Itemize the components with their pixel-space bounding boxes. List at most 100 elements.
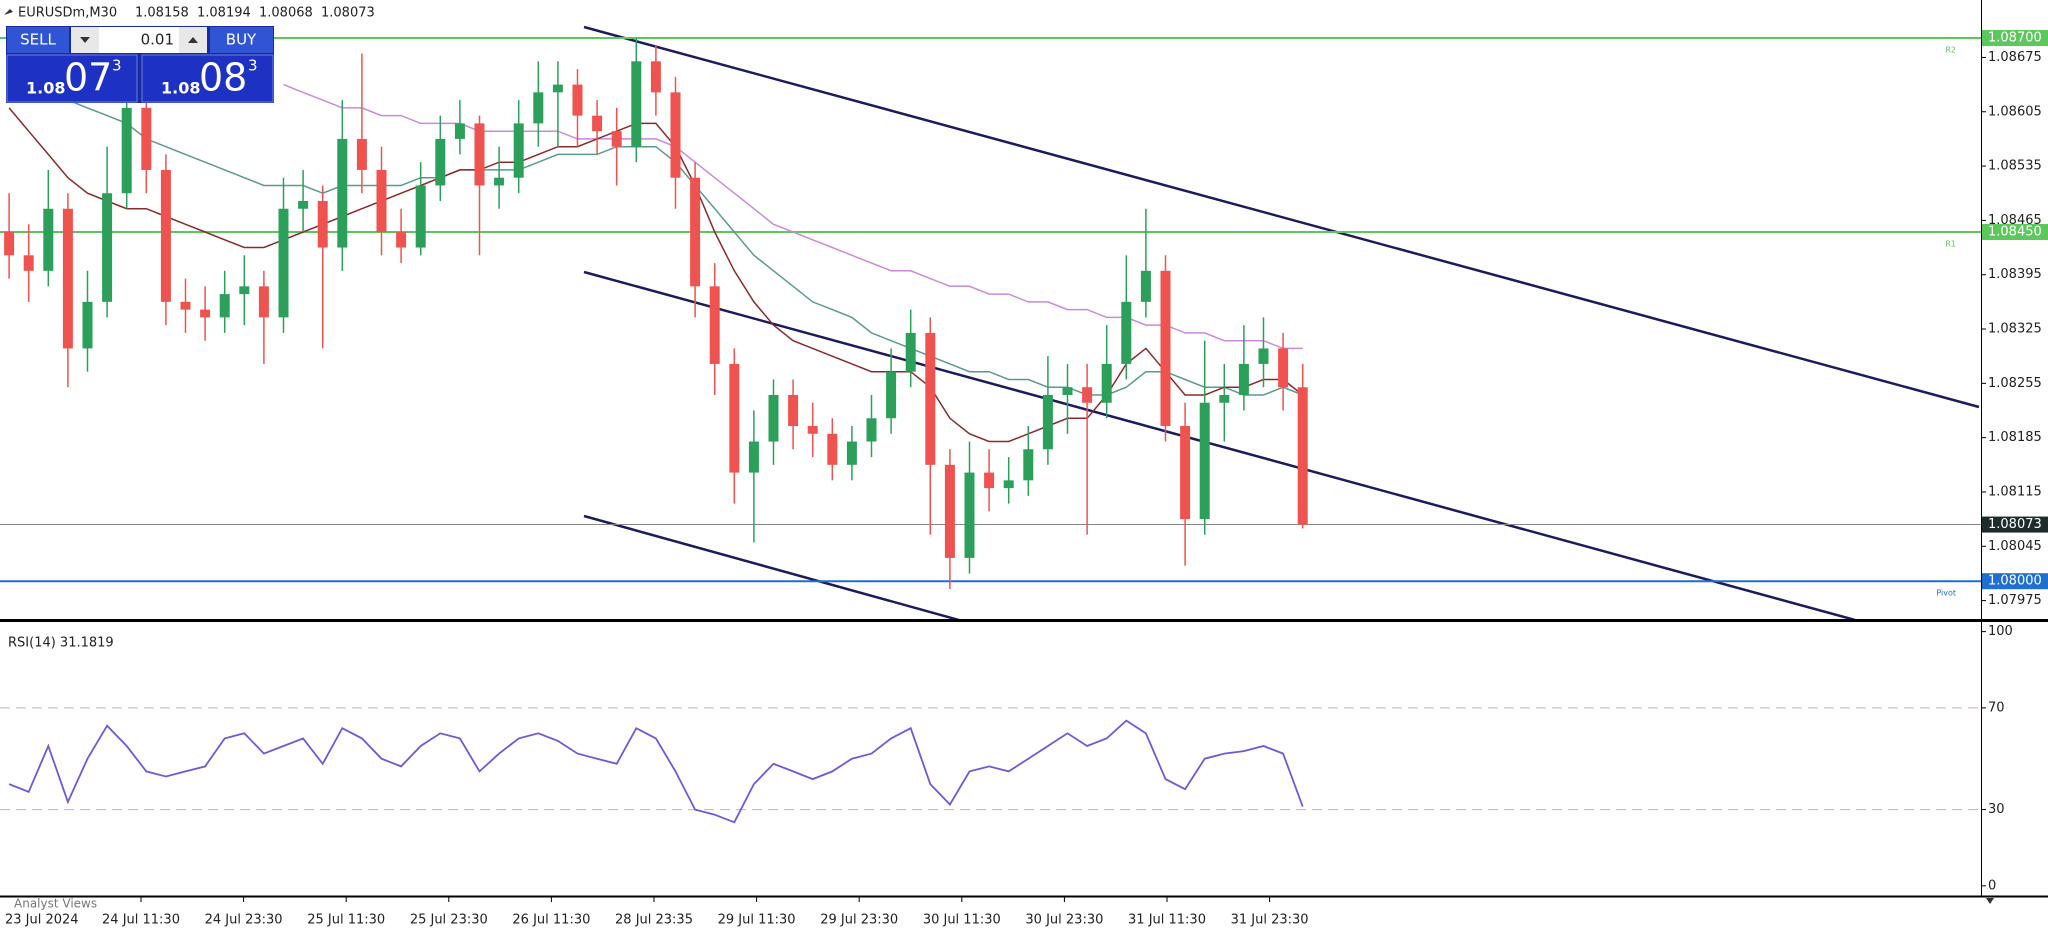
ask-big: 1.08 [161, 79, 200, 98]
rsi-tick-label: 100 [1988, 624, 2013, 639]
bid-point: 3 [112, 57, 122, 75]
buy-button[interactable] [210, 27, 273, 53]
level-tag: Pivot [1936, 589, 1956, 598]
candle-body [905, 332, 916, 372]
candle-body [1062, 387, 1073, 395]
y-tick-label: 1.08045 [1988, 539, 2042, 554]
time-label: 23 Jul 2024 [5, 913, 79, 928]
time-label: 29 Jul 23:30 [820, 913, 898, 928]
rsi-tick-label: 70 [1988, 700, 2005, 715]
candle-body [1297, 387, 1308, 525]
candle-body [886, 371, 897, 419]
current-price-label: 1.08073 [1988, 517, 2042, 532]
candle-body [376, 169, 387, 233]
candle-body [944, 464, 955, 558]
candle-body [298, 200, 309, 209]
y-tick-label: 1.08325 [1988, 322, 2042, 337]
candle-body [552, 84, 563, 93]
candle-body [141, 107, 152, 170]
candle-body [748, 441, 759, 473]
candle-body [846, 441, 857, 465]
ask-box[interactable] [141, 54, 274, 103]
lot-value: 0.01 [141, 31, 174, 49]
rsi-tick-label: 30 [1988, 802, 2005, 817]
candle-body [807, 426, 818, 434]
y-tick-label: 1.08605 [1988, 104, 2042, 119]
ask-point: 3 [248, 57, 258, 75]
candle-body [1258, 348, 1269, 364]
y-tick-label: 1.08675 [1988, 50, 2042, 65]
y-tick-label: 1.08255 [1988, 376, 2042, 391]
candle-body [592, 115, 603, 132]
lot-input[interactable] [99, 27, 179, 53]
candle-body [317, 200, 328, 248]
level-label-bg [1982, 224, 2048, 241]
candle-body [435, 138, 446, 186]
time-label: 24 Jul 11:30 [102, 913, 180, 928]
y-tick-label: 1.08115 [1988, 484, 2042, 499]
candle-body [768, 394, 779, 442]
level-label-bg [1982, 573, 2048, 590]
candle-body [1101, 363, 1112, 403]
candle-body [1121, 301, 1132, 364]
moving-average [283, 83, 1303, 350]
trend-line[interactable] [583, 25, 1980, 409]
candle-body [984, 472, 995, 489]
candle-body [788, 394, 799, 427]
trend-line[interactable] [583, 514, 966, 622]
candle-body [200, 309, 211, 318]
rsi-tick-label: 0 [1988, 878, 1996, 893]
level-tag: R2 [1945, 46, 1956, 55]
candle-body [670, 92, 681, 178]
candle-body [494, 177, 505, 186]
candle-body [102, 193, 113, 302]
level-label: 1.08450 [1988, 225, 2042, 240]
time-label: 31 Jul 11:30 [1128, 913, 1206, 928]
candle-body [513, 123, 524, 178]
buy-label: BUY [226, 31, 257, 49]
y-tick-label: 1.08185 [1988, 430, 2042, 445]
bid-box[interactable] [6, 54, 138, 103]
time-label: 31 Jul 23:30 [1231, 913, 1309, 928]
arrow-down [80, 37, 90, 43]
candle-body [1023, 449, 1034, 481]
time-label: 25 Jul 11:30 [307, 913, 385, 928]
candle-body [62, 208, 73, 349]
level-label-bg [1982, 30, 2048, 47]
sell-label: SELL [20, 31, 56, 49]
level-label: 1.08700 [1988, 31, 2042, 46]
candle-body [631, 61, 642, 147]
scroll-arrow[interactable] [1986, 898, 1994, 904]
analyst-views-tab[interactable]: Analyst Views [14, 897, 97, 911]
candle-body [1199, 402, 1210, 520]
candle-body [1278, 348, 1289, 388]
candle-body [278, 208, 289, 318]
candle-body [23, 255, 34, 271]
ohlc-low: 1.08068 [259, 6, 313, 21]
candle-body [1082, 387, 1093, 403]
plot-layer [0, 37, 1981, 824]
candle-body [866, 418, 877, 442]
candle-body [611, 131, 622, 147]
candle-body [4, 232, 15, 256]
arrow-up [188, 37, 198, 43]
candle-body [709, 286, 720, 364]
candle-body [219, 294, 230, 318]
y-tick-label: 1.07975 [1988, 593, 2042, 608]
trend-line[interactable] [583, 270, 1856, 620]
bid-pips: 07 [64, 56, 112, 100]
candle-body [650, 61, 661, 93]
rsi-title: RSI(14) 31.1819 [8, 636, 114, 651]
sell-button[interactable] [7, 27, 69, 53]
candle-body [690, 177, 701, 287]
ohlc-high: 1.08194 [197, 6, 251, 21]
candle-body [396, 232, 407, 248]
current-price-bg [1982, 516, 2048, 533]
candle-body [533, 92, 544, 124]
time-label: 24 Jul 23:30 [205, 913, 283, 928]
bid-big: 1.08 [26, 79, 65, 98]
candle-body [258, 286, 269, 318]
collapse-icon[interactable] [4, 9, 13, 15]
candle-body [43, 208, 54, 271]
